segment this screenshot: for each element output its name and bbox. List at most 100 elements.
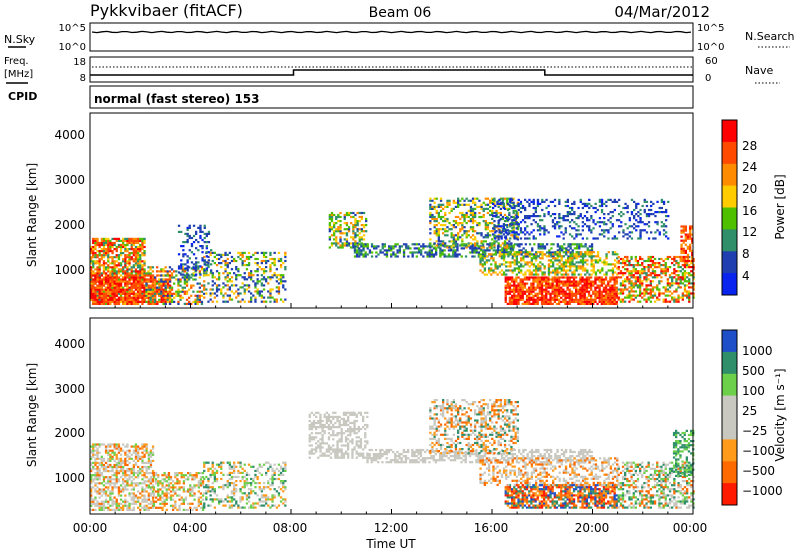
range-gate-cell [448, 202, 450, 204]
range-gate-cell [212, 284, 214, 286]
range-gate-cell [350, 212, 352, 214]
range-gate-cell [429, 220, 431, 222]
range-gate-cell [126, 301, 128, 303]
range-gate-cell [599, 278, 601, 280]
range-gate-cell [461, 222, 463, 224]
range-gate-cell [593, 271, 595, 273]
range-gate-cell [99, 258, 101, 260]
range-gate-cell [131, 266, 133, 268]
range-gate-cell [220, 288, 222, 290]
range-gate-cell [513, 205, 515, 207]
range-gate-cell [280, 278, 282, 280]
range-gate-cell [483, 202, 485, 204]
range-gate-cell [111, 281, 113, 283]
range-gate-cell [197, 291, 199, 293]
range-gate-cell [624, 272, 626, 274]
range-gate-cell [450, 255, 452, 257]
range-gate-cell [671, 282, 673, 284]
range-gate-cell [582, 203, 584, 205]
range-gate-cell [261, 297, 263, 299]
range-gate-cell [161, 287, 163, 289]
range-gate-cell [612, 211, 614, 213]
range-gate-cell [137, 295, 139, 297]
range-gate-cell [526, 289, 528, 291]
range-gate-cell [575, 289, 577, 291]
range-gate-cell [614, 237, 616, 239]
range-gate-cell [584, 301, 586, 303]
range-gate-cell [356, 251, 358, 253]
range-gate-cell [560, 297, 562, 299]
range-gate-cell [482, 255, 484, 257]
range-gate-cell [630, 256, 632, 258]
range-gate-cell [210, 288, 212, 290]
range-gate-cell [92, 450, 94, 452]
range-gate-cell [591, 255, 593, 257]
range-gate-cell [635, 219, 637, 221]
range-gate-cell [549, 285, 551, 287]
range-gate-cell [650, 301, 652, 303]
range-gate-cell [103, 285, 105, 287]
range-gate-cell [158, 270, 160, 272]
freq-tick-low: 8 [80, 73, 86, 84]
range-gate-cell [344, 244, 346, 246]
range-gate-cell [105, 262, 107, 264]
range-gate-cell [605, 271, 607, 273]
range-gate-cell [192, 285, 194, 287]
range-gate-cell [635, 213, 637, 215]
range-gate-cell [92, 499, 94, 501]
range-gate-cell [526, 283, 528, 285]
range-gate-cell [96, 482, 98, 484]
range-gate-cell [563, 261, 565, 263]
range-gate-cell [631, 225, 633, 227]
range-gate-cell [261, 262, 263, 264]
range-gate-cell [189, 237, 191, 239]
range-gate-cell [591, 259, 593, 261]
range-gate-cell [569, 263, 571, 265]
range-gate-cell [453, 234, 455, 236]
range-gate-cell [373, 247, 375, 249]
range-gate-cell [628, 301, 630, 303]
range-gate-cell [684, 276, 686, 278]
range-gate-cell [584, 289, 586, 291]
range-gate-cell [516, 223, 518, 225]
range-gate-cell [201, 268, 203, 270]
range-gate-cell [567, 215, 569, 217]
range-gate-cell [507, 219, 509, 221]
range-gate-cell [641, 262, 643, 264]
range-gate-cell [276, 301, 278, 303]
range-gate-cell [614, 265, 616, 267]
range-gate-cell [535, 303, 537, 305]
range-gate-cell [648, 221, 650, 223]
range-gate-cell [429, 253, 431, 255]
range-gate-cell [620, 292, 622, 294]
range-gate-cell [531, 257, 533, 259]
range-gate-cell [554, 217, 556, 219]
range-gate-cell [397, 251, 399, 253]
range-gate-cell [94, 297, 96, 299]
range-gate-cell [614, 297, 616, 299]
range-gate-cell [436, 232, 438, 234]
range-gate-cell [150, 285, 152, 287]
range-gate-cell [489, 200, 491, 202]
range-gate-cell [131, 299, 133, 301]
range-gate-cell [120, 252, 122, 254]
range-gate-cell [637, 272, 639, 274]
range-gate-cell [576, 267, 578, 269]
range-gate-cell [496, 225, 498, 227]
range-gate-cell [261, 284, 263, 286]
range-gate-cell [124, 240, 126, 242]
range-gate-cell [274, 299, 276, 301]
range-gate-cell [231, 276, 233, 278]
range-gate-cell [575, 233, 577, 235]
range-gate-cell [665, 215, 667, 217]
range-gate-cell [507, 261, 509, 263]
range-gate-cell [603, 301, 605, 303]
range-gate-cell [177, 281, 179, 283]
range-gate-cell [658, 295, 660, 297]
range-gate-cell [92, 283, 94, 285]
range-gate-cell [150, 268, 152, 270]
range-gate-cell [448, 222, 450, 224]
range-gate-cell [103, 254, 105, 256]
range-gate-cell [141, 270, 143, 272]
range-gate-cell [528, 303, 530, 305]
